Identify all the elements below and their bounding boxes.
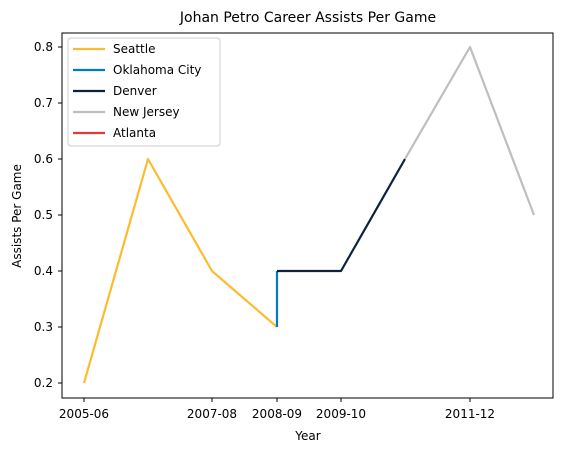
legend-label: Denver — [113, 84, 157, 98]
chart-title: Johan Petro Career Assists Per Game — [179, 10, 436, 26]
y-tick-label: 0.5 — [34, 208, 53, 222]
y-axis-ticks: 0.2 0.3 0.4 0.5 0.6 0.7 0.8 — [34, 40, 62, 390]
x-axis-ticks: 2005-06 2007-08 2008-09 2009-10 2011-12 — [59, 398, 495, 421]
y-axis-label: Assists Per Game — [10, 164, 24, 268]
y-tick-label: 0.8 — [34, 40, 53, 54]
y-tick-label: 0.4 — [34, 264, 53, 278]
x-tick-label: 2008-09 — [252, 407, 302, 421]
x-tick-label: 2005-06 — [59, 407, 109, 421]
legend-box — [67, 37, 221, 147]
series-line-new-jersey — [404, 45, 536, 216]
series-line-seattle — [82, 157, 278, 384]
y-tick-label: 0.2 — [34, 376, 53, 390]
legend-label: Oklahoma City — [113, 63, 201, 77]
series-line-denver — [277, 158, 406, 273]
x-tick-label: 2011-12 — [445, 407, 495, 421]
y-tick-label: 0.6 — [34, 152, 53, 166]
y-tick-label: 0.3 — [34, 320, 53, 334]
y-tick-label: 0.7 — [34, 96, 53, 110]
series-layer — [82, 45, 536, 384]
legend-label: Atlanta — [113, 126, 156, 140]
legend: Seattle Oklahoma City Denver New Jersey Atla… — [67, 37, 221, 147]
x-tick-label: 2009-10 — [316, 407, 366, 421]
legend-label: Seattle — [113, 42, 155, 56]
x-tick-label: 2007-08 — [187, 407, 237, 421]
x-axis-label: Year — [294, 429, 320, 443]
legend-label: New Jersey — [113, 105, 180, 119]
